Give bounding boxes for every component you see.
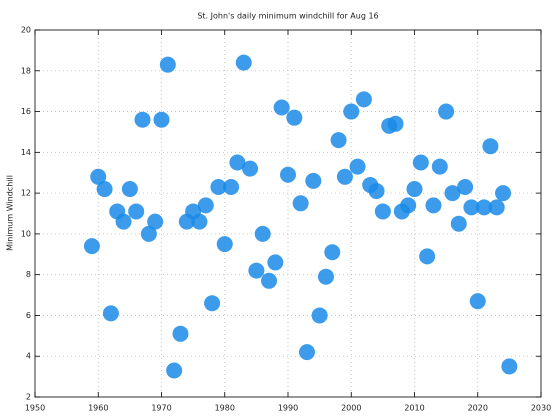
point xyxy=(242,160,259,177)
x-tick-label: 2030 xyxy=(531,404,551,413)
point xyxy=(134,111,151,128)
point xyxy=(425,197,442,214)
point xyxy=(368,183,385,200)
point xyxy=(324,244,341,261)
point xyxy=(311,307,328,324)
y-axis-label: Minimum Windchill xyxy=(6,175,15,251)
point xyxy=(482,138,499,155)
point xyxy=(501,358,518,375)
point xyxy=(229,154,246,171)
point xyxy=(374,203,391,220)
point xyxy=(330,132,347,149)
y-tick-label: 16 xyxy=(21,107,31,116)
point xyxy=(336,168,353,185)
point xyxy=(235,54,252,71)
point xyxy=(444,185,461,202)
point xyxy=(355,91,372,108)
point xyxy=(121,181,138,198)
point xyxy=(140,225,157,242)
point xyxy=(488,199,505,216)
point xyxy=(412,154,429,171)
point xyxy=(280,166,296,183)
point xyxy=(172,325,189,342)
point xyxy=(191,213,208,230)
x-tick-label: 2020 xyxy=(468,404,488,413)
y-tick-label: 10 xyxy=(21,229,31,238)
point xyxy=(431,158,448,175)
point xyxy=(457,178,474,195)
point xyxy=(115,213,132,230)
point xyxy=(83,238,100,255)
y-tick-label: 8 xyxy=(26,270,31,279)
point xyxy=(463,199,480,216)
point xyxy=(298,344,315,361)
y-tick-label: 2 xyxy=(26,393,31,402)
point xyxy=(128,203,145,220)
x-tick-label: 1960 xyxy=(88,404,108,413)
point xyxy=(261,272,278,289)
x-tick-label: 1980 xyxy=(215,404,235,413)
point xyxy=(90,168,107,185)
x-tick-label: 2010 xyxy=(404,404,424,413)
x-tick-label: 1950 xyxy=(25,404,45,413)
point xyxy=(159,56,176,73)
plot-frame xyxy=(34,29,542,398)
point xyxy=(387,115,404,132)
point xyxy=(102,305,119,322)
y-tick-label: 18 xyxy=(21,66,31,75)
point xyxy=(153,111,170,128)
point xyxy=(248,262,265,279)
y-tick-label: 4 xyxy=(26,352,31,361)
point xyxy=(343,103,360,120)
point xyxy=(419,248,436,265)
point xyxy=(292,195,309,212)
y-tick-label: 20 xyxy=(21,26,31,35)
point xyxy=(96,181,113,198)
x-tick-label: 1990 xyxy=(278,404,298,413)
point xyxy=(305,172,322,189)
point xyxy=(216,236,233,253)
point xyxy=(166,362,183,379)
point xyxy=(286,109,303,126)
point xyxy=(223,178,240,195)
point xyxy=(450,215,467,232)
point xyxy=(267,254,284,271)
point xyxy=(254,225,271,242)
y-tick-label: 6 xyxy=(26,311,31,320)
point xyxy=(147,213,164,230)
point xyxy=(197,197,214,214)
point xyxy=(469,293,486,310)
y-tick-label: 14 xyxy=(21,148,31,157)
y-tick-label: 12 xyxy=(21,189,31,198)
point xyxy=(349,158,366,175)
chart-title: St. John's daily minimum windchill for A… xyxy=(197,12,378,21)
point xyxy=(400,197,417,214)
point xyxy=(204,295,221,312)
point xyxy=(495,185,512,202)
point xyxy=(317,268,334,285)
point xyxy=(438,103,455,120)
point xyxy=(406,181,423,198)
point xyxy=(210,178,227,195)
x-tick-label: 2000 xyxy=(341,404,361,413)
point xyxy=(273,99,290,116)
x-tick-label: 1970 xyxy=(151,404,171,413)
point xyxy=(476,199,493,216)
